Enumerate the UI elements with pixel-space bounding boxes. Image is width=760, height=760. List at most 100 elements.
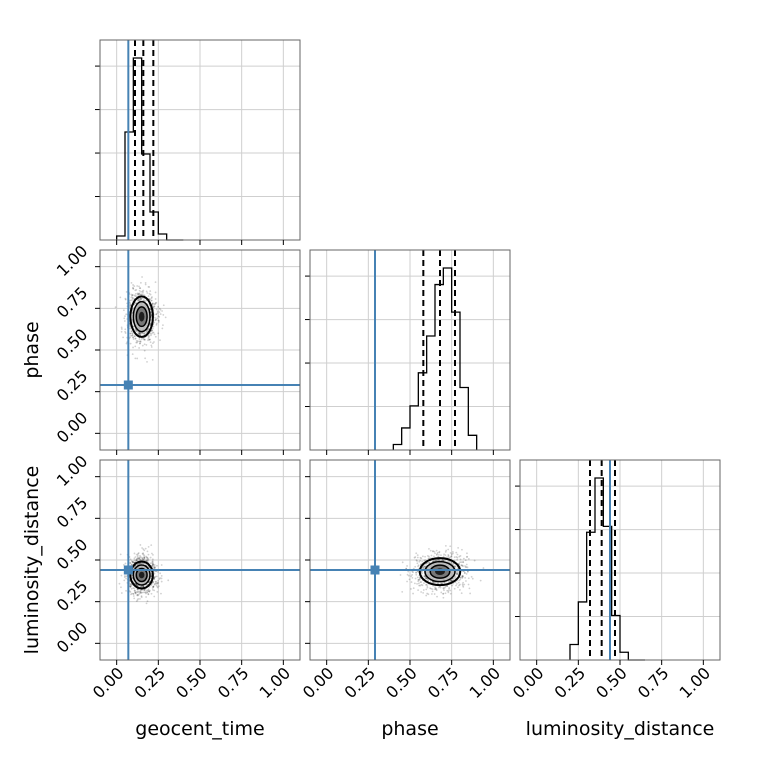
sample-point — [147, 559, 150, 562]
sample-point — [148, 338, 151, 341]
sample-point — [136, 599, 139, 601]
sample-point — [129, 582, 132, 585]
sample-point — [443, 553, 445, 556]
sample-point — [140, 596, 143, 599]
sample-point — [151, 331, 154, 334]
sample-point — [456, 553, 459, 556]
sample-point — [122, 309, 125, 312]
sample-point — [120, 592, 123, 594]
sample-point — [153, 305, 156, 308]
sample-point — [444, 554, 447, 557]
sample-point — [154, 291, 157, 294]
y-axis-label-luminosity-distance: luminosity_distance — [21, 466, 43, 655]
sample-point — [138, 332, 141, 335]
sample-point — [132, 560, 134, 563]
sample-point — [467, 577, 470, 580]
sample-point — [135, 340, 138, 342]
scatter-panel-geocent_time-vs-luminosity_distance — [99, 459, 301, 661]
sample-point — [461, 576, 464, 579]
sample-point — [137, 593, 139, 596]
sample-point — [401, 591, 404, 593]
sample-point — [134, 591, 136, 594]
sample-point — [139, 544, 142, 546]
sample-point — [438, 551, 441, 554]
sample-point — [414, 565, 417, 568]
sample-point — [153, 582, 156, 585]
sample-point — [449, 579, 452, 582]
sample-point — [142, 552, 144, 555]
sample-point — [142, 332, 144, 334]
sample-point — [416, 570, 419, 573]
sample-point — [139, 558, 142, 561]
sample-point — [459, 589, 461, 591]
sample-point — [147, 285, 150, 288]
sample-point — [143, 558, 145, 561]
sample-point — [459, 558, 462, 561]
sample-point — [461, 576, 464, 579]
sample-point — [449, 580, 451, 582]
sample-point — [137, 597, 140, 600]
sample-point — [423, 566, 425, 568]
sample-point — [124, 330, 126, 333]
sample-point — [134, 337, 137, 340]
sample-point — [130, 584, 132, 587]
x-tick-label: 0.75 — [424, 663, 463, 702]
sample-point — [441, 558, 444, 561]
sample-point — [416, 583, 418, 585]
sample-point — [444, 551, 447, 553]
sample-point — [463, 572, 466, 574]
sample-point — [138, 289, 141, 292]
sample-point — [134, 345, 137, 348]
sample-point — [146, 559, 149, 562]
sample-point — [422, 566, 424, 569]
sample-point — [139, 297, 141, 300]
sample-point — [151, 562, 153, 564]
sample-point — [156, 590, 159, 593]
sample-point — [421, 560, 424, 563]
sample-point — [431, 581, 434, 583]
sample-point — [132, 595, 135, 597]
sample-point — [125, 589, 127, 592]
sample-point — [132, 287, 135, 290]
sample-point — [419, 556, 422, 559]
sample-point — [460, 561, 463, 564]
sample-point — [156, 310, 159, 313]
sample-point — [125, 577, 128, 580]
sample-point — [149, 298, 151, 301]
sample-point — [412, 592, 414, 595]
sample-point — [144, 591, 147, 594]
sample-point — [410, 575, 413, 578]
sample-point — [150, 299, 153, 302]
sample-point — [145, 596, 147, 598]
sample-point — [154, 575, 157, 578]
sample-point — [142, 591, 145, 594]
sample-point — [148, 590, 151, 593]
sample-point — [154, 302, 157, 304]
sample-point — [141, 291, 144, 294]
sample-point — [155, 575, 158, 578]
sample-point — [129, 585, 132, 588]
sample-point — [405, 567, 408, 570]
sample-point — [138, 592, 141, 595]
sample-point — [141, 332, 144, 335]
sample-point — [465, 573, 468, 575]
sample-point — [129, 562, 132, 564]
sample-point — [143, 299, 146, 302]
sample-point — [134, 591, 137, 594]
sample-point — [155, 582, 158, 585]
x-axis-label-geocent-time: geocent_time — [135, 718, 264, 740]
sample-point — [155, 313, 158, 316]
sample-point — [407, 570, 410, 573]
sample-point — [153, 341, 155, 343]
sample-point — [461, 583, 464, 586]
sample-point — [138, 562, 141, 565]
sample-point — [136, 341, 139, 344]
sample-point — [447, 591, 450, 594]
sample-point — [147, 545, 150, 548]
sample-point — [451, 584, 454, 587]
sample-point — [416, 576, 419, 579]
sample-point — [137, 331, 140, 334]
sample-point — [151, 302, 154, 305]
sample-point — [139, 333, 142, 335]
sample-point — [147, 589, 149, 592]
